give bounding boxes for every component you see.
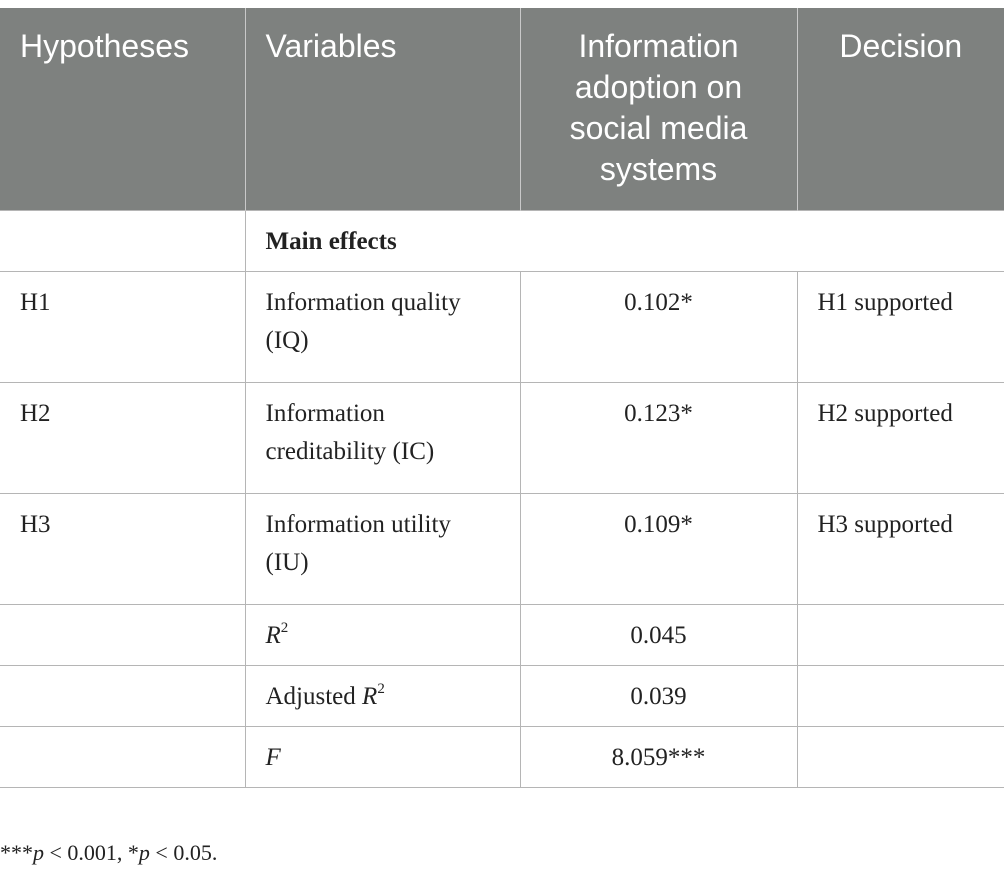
header-decision: Decision	[796, 8, 1004, 211]
table-row: H1 Information quality (IQ) 0.102* H1 su…	[0, 271, 1004, 383]
empty-cell	[0, 604, 246, 666]
stat-label-f: F	[244, 726, 521, 788]
empty-cell	[796, 726, 1004, 788]
stat-label-r-squared: R2	[244, 604, 521, 666]
section-label-main-effects: Main effects	[244, 210, 1004, 272]
stat-value-adjusted-r-squared: 0.039	[519, 665, 798, 727]
decision-cell: H1 supported	[796, 271, 1004, 383]
coefficient-cell: 0.109*	[519, 493, 798, 605]
table-row: H3 Information utility (IU) 0.109* H3 su…	[0, 493, 1004, 605]
empty-cell	[796, 604, 1004, 666]
stat-row-f: F 8.059***	[0, 726, 1004, 788]
results-table: Hypotheses Variables Information adoptio…	[0, 8, 1004, 788]
stat-row-r-squared: R2 0.045	[0, 604, 1004, 666]
stat-row-adjusted-r-squared: Adjusted R2 0.039	[0, 665, 1004, 727]
decision-cell: H3 supported	[796, 493, 1004, 605]
hypothesis-cell: H1	[0, 271, 246, 383]
empty-cell	[0, 726, 246, 788]
table-row: H2 Information creditability (IC) 0.123*…	[0, 382, 1004, 494]
variable-cell: Information utility (IU)	[244, 493, 521, 605]
empty-cell	[0, 665, 246, 727]
hypothesis-cell: H3	[0, 493, 246, 605]
empty-cell	[796, 665, 1004, 727]
stat-label-adjusted-r-squared: Adjusted R2	[244, 665, 521, 727]
stat-value-f: 8.059***	[519, 726, 798, 788]
hypothesis-cell: H2	[0, 382, 246, 494]
header-variables: Variables	[244, 8, 520, 211]
coefficient-cell: 0.102*	[519, 271, 798, 383]
decision-cell: H2 supported	[796, 382, 1004, 494]
variable-cell: Information quality (IQ)	[244, 271, 521, 383]
header-hypotheses: Hypotheses	[0, 8, 245, 211]
section-row: Main effects	[0, 210, 1004, 272]
header-row: Hypotheses Variables Information adoptio…	[0, 8, 1004, 211]
header-information-adoption: Information adoption on social media sys…	[519, 8, 797, 211]
variable-cell: Information creditability (IC)	[244, 382, 521, 494]
empty-cell	[0, 210, 246, 272]
stat-value-r-squared: 0.045	[519, 604, 798, 666]
coefficient-cell: 0.123*	[519, 382, 798, 494]
table-footnote: ***p < 0.001, *p < 0.05.	[0, 840, 218, 865]
